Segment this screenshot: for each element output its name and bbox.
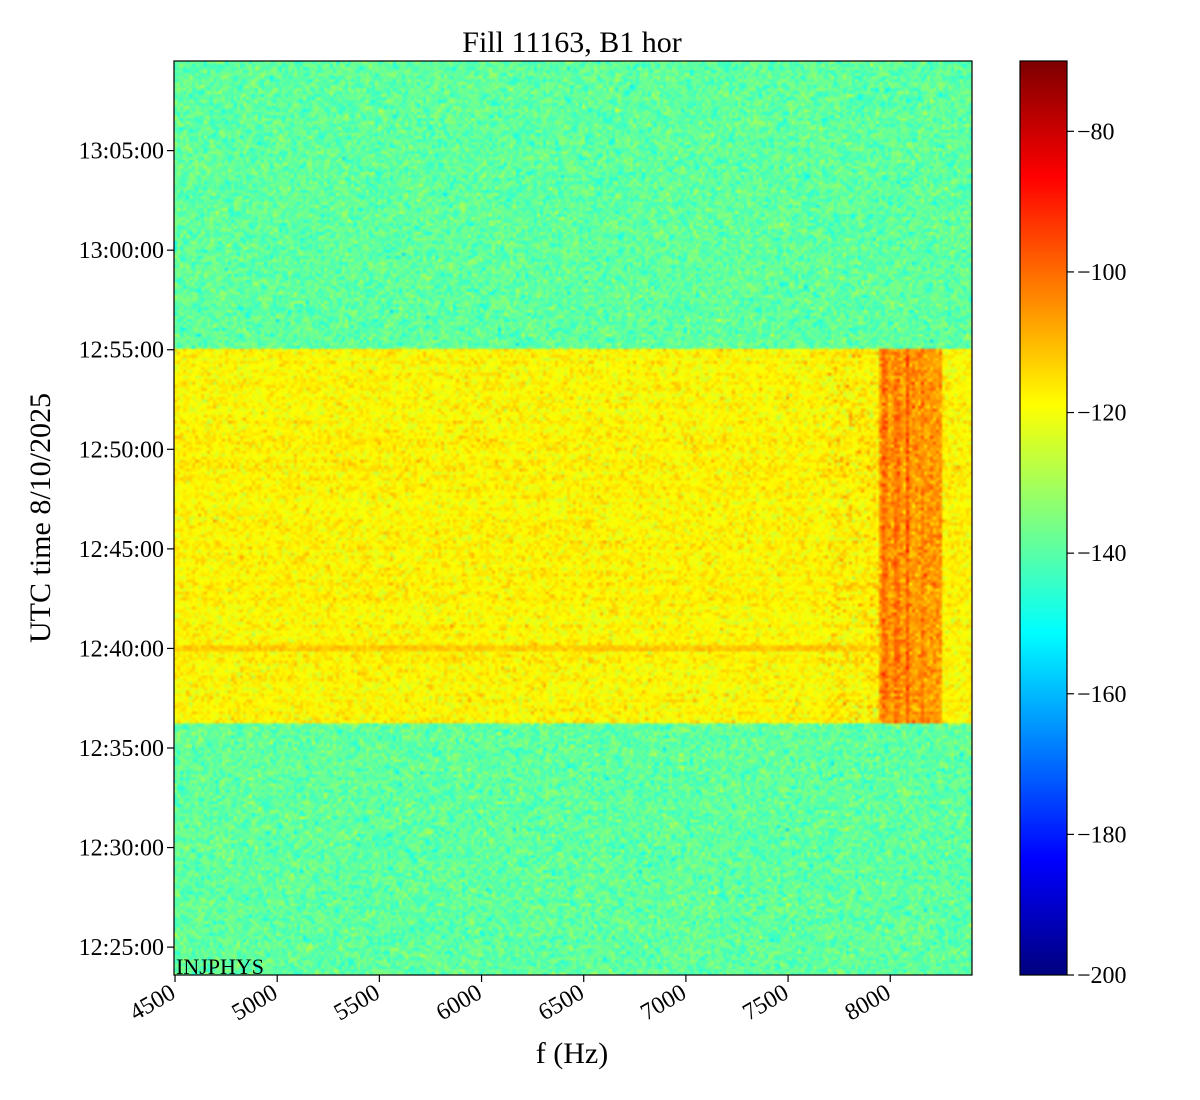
y-axis-label: UTC time 8/10/2025: [24, 393, 57, 643]
y-axis: 13:05:00 13:00:00 12:55:00 12:50:00 12:45:00…: [79, 139, 174, 961]
colorbar-axis: −80 −100 −120 −140 −160 −180 −200: [1067, 119, 1127, 989]
x-axis: 4500 5000 5500 6000 6500 7000 7500 8000: [125, 975, 895, 1026]
colorbar-frame: [1019, 60, 1068, 976]
y-tick-label: 12:40:00: [79, 636, 164, 662]
x-tick-label: 7500: [739, 980, 794, 1027]
x-tick-label: 6500: [534, 980, 589, 1027]
y-tick-label: 12:35:00: [79, 736, 164, 762]
x-tick-label: 5500: [330, 980, 385, 1027]
mode-annotation: INJPHYS: [176, 954, 264, 979]
x-tick-label: 7000: [636, 980, 691, 1027]
x-tick-label: 4500: [125, 980, 180, 1027]
y-tick-label: 13:05:00: [79, 139, 164, 165]
y-tick-label: 12:55:00: [79, 338, 164, 364]
colorbar-tick-label: −160: [1077, 682, 1127, 708]
chart-title: Fill 11163, B1 hor: [462, 26, 681, 59]
y-tick-label: 13:00:00: [79, 238, 164, 264]
y-tick-label: 12:45:00: [79, 537, 164, 563]
x-tick-label: 8000: [841, 980, 896, 1027]
x-tick-label: 6000: [432, 980, 487, 1027]
colorbar-tick-label: −100: [1077, 260, 1127, 286]
colorbar-tick-label: −200: [1077, 963, 1127, 989]
y-tick-label: 12:50:00: [79, 437, 164, 463]
heatmap-image: [174, 61, 972, 975]
y-tick-label: 12:30:00: [79, 836, 164, 862]
colorbar-tick-label: −180: [1077, 822, 1127, 848]
colorbar-tick-label: −120: [1077, 401, 1127, 427]
plot-frame: [173, 60, 973, 976]
colorbar: [1020, 61, 1067, 975]
y-tick-label: 12:25:00: [79, 935, 164, 961]
x-axis-label: f (Hz): [536, 1037, 608, 1070]
colorbar-tick-label: −80: [1077, 119, 1115, 145]
x-tick-label: 5000: [228, 980, 283, 1027]
colorbar-tick-label: −140: [1077, 541, 1127, 567]
